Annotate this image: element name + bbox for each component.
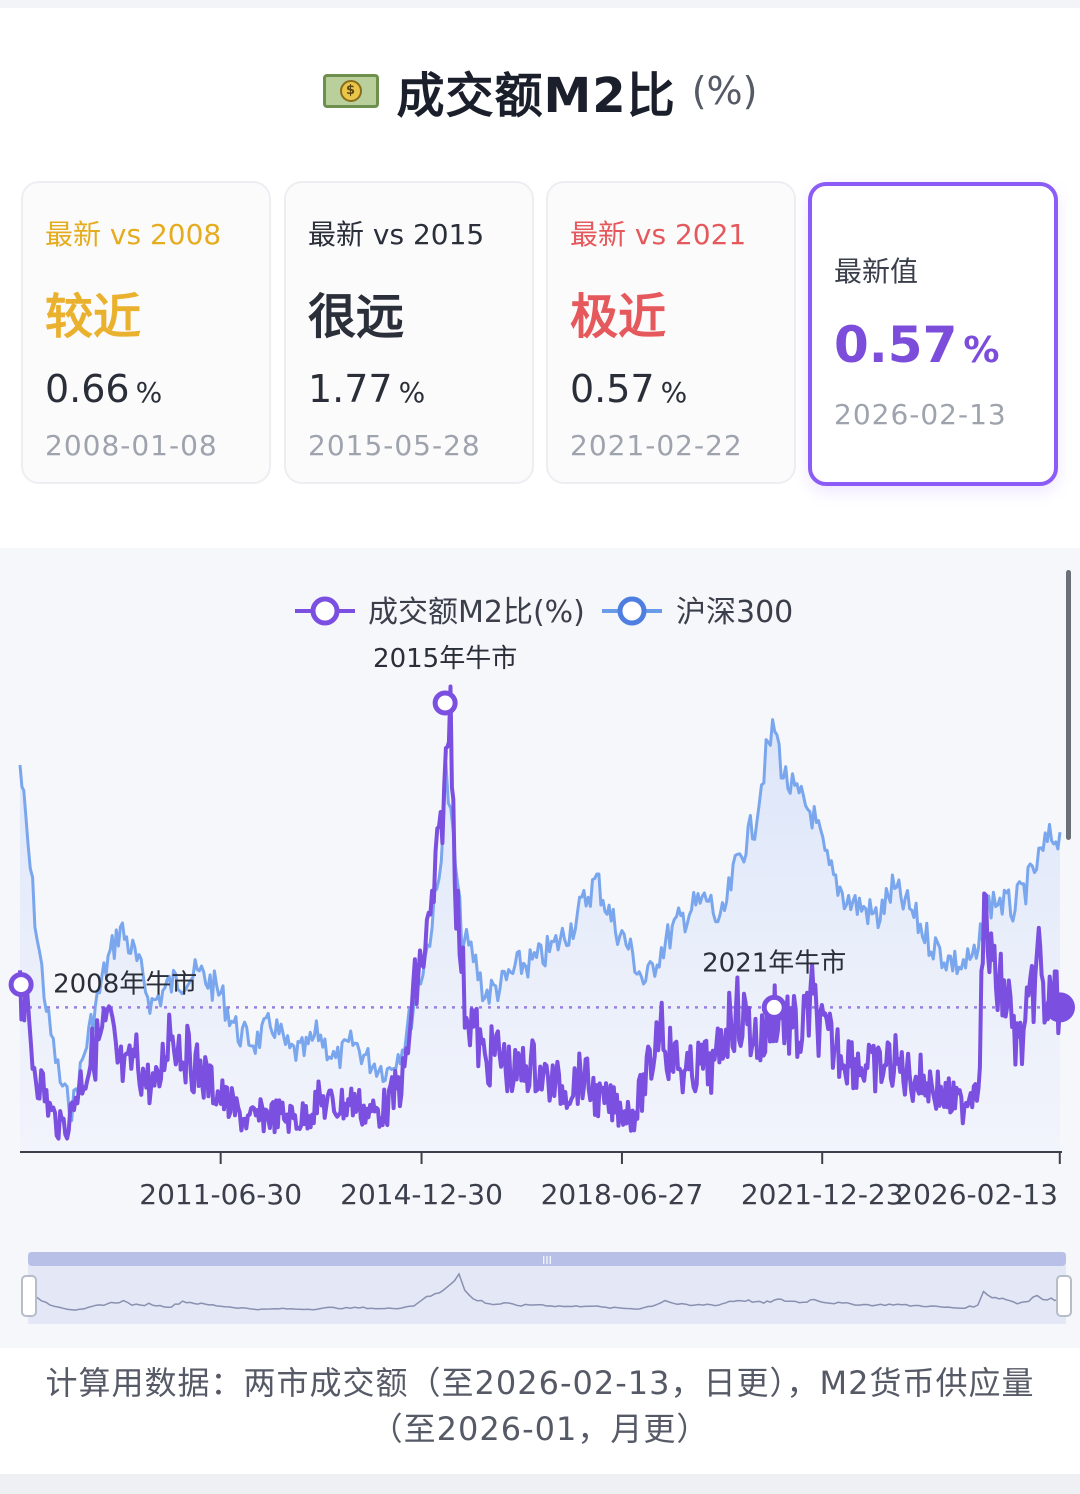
annotation-marker[interactable] — [8, 972, 34, 998]
comparison-card-2015[interactable]: 最新 vs 2015 很远 1.77% 2015-05-28 — [284, 181, 534, 484]
chart-scrollbar[interactable] — [1066, 570, 1071, 840]
card-label: 最新 vs 2015 — [308, 218, 485, 251]
card-date: 2015-05-28 — [308, 429, 481, 462]
comparison-card-2021[interactable]: 最新 vs 2021 极近 0.57% 2021-02-22 — [546, 181, 796, 484]
card-label: 最新值 — [834, 255, 919, 288]
card-label: 最新 vs 2008 — [45, 218, 222, 251]
legend: 成交额M2比(%) 沪深300 — [295, 595, 793, 630]
page-container: $ 成交额M2比 (%) 最新 vs 2008 较近 0.66% 2008-01… — [0, 8, 1080, 1474]
card-value: 0.57% — [570, 367, 688, 411]
latest-value-card[interactable]: 最新值 0.57% 2026-02-13 — [808, 182, 1058, 486]
x-tick-label: 2026-02-13 — [895, 1178, 1058, 1211]
x-tick-label: 2021-12-23 — [741, 1178, 904, 1211]
title-unit: (%) — [691, 69, 758, 113]
card-status: 较近 — [45, 289, 142, 345]
card-date: 2008-01-08 — [45, 429, 218, 462]
page-title: $ 成交额M2比 (%) — [0, 56, 1080, 126]
card-date: 2026-02-13 — [834, 398, 1007, 431]
zoom-preview-line — [35, 1272, 1059, 1311]
annotation-label: 2021年牛市 — [702, 948, 846, 978]
annotation-marker[interactable] — [432, 690, 458, 716]
legend-label-hs300: 沪深300 — [676, 595, 793, 630]
zoom-move-handle[interactable] — [28, 1252, 1066, 1266]
x-tick-label: 2011-06-30 — [139, 1178, 302, 1211]
hs300-line — [18, 718, 1062, 1123]
latest-point-marker[interactable] — [1045, 992, 1075, 1023]
card-date: 2021-02-22 — [570, 429, 743, 462]
zoom-track[interactable] — [28, 1252, 1066, 1324]
svg-text:III: III — [542, 1254, 552, 1267]
zoom-left-handle[interactable] — [21, 1275, 37, 1317]
zoom-slider[interactable]: III — [21, 1252, 1072, 1324]
title-text: 成交额M2比 — [396, 68, 676, 124]
x-tick-label: 2014-12-30 — [340, 1178, 503, 1211]
annotation-label: 2008年牛市 — [53, 970, 197, 1000]
chart-area[interactable]: 成交额M2比(%) 沪深300 2008年牛市 2015年牛市 2021年牛市 20… — [0, 548, 1080, 1348]
legend-item-ratio[interactable]: 成交额M2比(%) — [295, 595, 585, 630]
zoom-right-handle[interactable] — [1056, 1275, 1072, 1317]
ratio-line — [18, 684, 1062, 1141]
line-chart[interactable]: 成交额M2比(%) 沪深300 2008年牛市 2015年牛市 2021年牛市 20… — [0, 548, 1080, 1348]
card-status: 极近 — [570, 289, 667, 345]
legend-item-hs300[interactable]: 沪深300 — [602, 595, 793, 630]
x-tick-label: 2018-06-27 — [541, 1178, 704, 1211]
latest-value: 0.57% — [834, 316, 1000, 374]
card-value: 1.77% — [308, 367, 426, 411]
comparison-card-2008[interactable]: 最新 vs 2008 较近 0.66% 2008-01-08 — [21, 181, 271, 484]
annotation-marker[interactable] — [761, 994, 787, 1020]
card-value: 0.66% — [45, 367, 163, 411]
card-status: 很远 — [308, 289, 405, 345]
annotation-label: 2015年牛市 — [373, 644, 517, 674]
card-label: 最新 vs 2021 — [570, 218, 747, 251]
money-bill-icon: $ — [322, 74, 379, 108]
bottom-strip — [0, 1474, 1080, 1494]
legend-label-ratio: 成交额M2比(%) — [368, 595, 585, 630]
data-source-footnote: 计算用数据：两市成交额（至2026-02-13，日更），M2货币供应量（至202… — [45, 1364, 1035, 1448]
